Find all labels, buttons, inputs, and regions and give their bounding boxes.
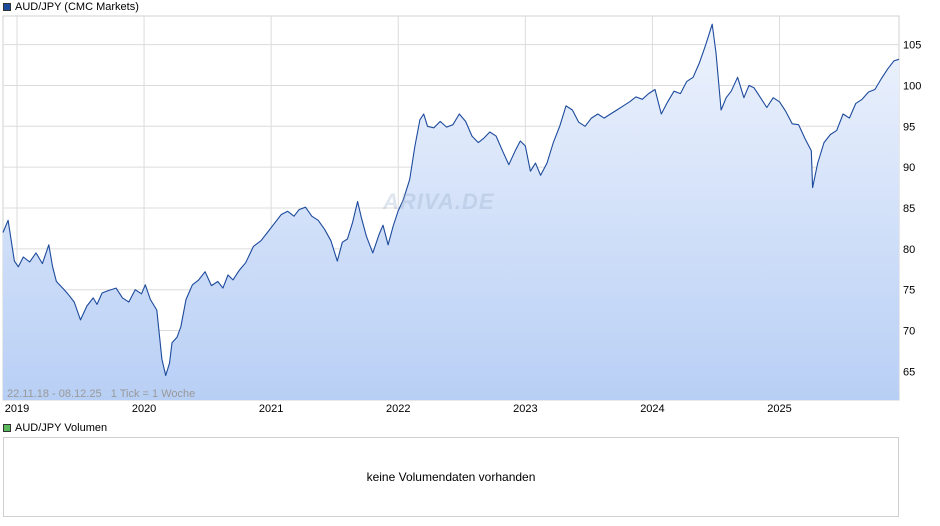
y-tick-label: 70 [903,326,915,338]
y-tick-label: 80 [903,244,915,256]
y-axis-ticks: 65 70 75 80 85 90 95 100 105 [903,40,921,379]
x-tick-label: 2021 [259,403,283,415]
x-tick-label: 2022 [386,403,410,415]
x-axis-ticks: 2019 2020 2021 2022 2023 2024 2025 [5,403,792,415]
x-tick-label: 2024 [640,403,664,415]
volume-panel: keine Volumendaten vorhanden [3,437,899,517]
price-legend-label: AUD/JPY (CMC Markets) [15,1,139,13]
y-tick-label: 85 [903,203,915,215]
volume-legend: AUD/JPY Volumen [3,421,107,435]
y-tick-label: 100 [903,80,921,92]
range-note: 22.11.18 - 08.12.25 1 Tick = 1 Woche [7,388,195,400]
y-tick-label: 105 [903,40,921,52]
watermark-logo: ARIVA.DE [383,189,495,214]
price-chart[interactable]: 65 70 75 80 85 90 95 100 105 2019 2020 2021 2022 202… [0,0,940,420]
price-line[interactable] [2,23,900,377]
y-tick-label: 90 [903,162,915,174]
volume-legend-swatch [3,424,11,432]
y-tick-label: 75 [903,285,915,297]
y-tick-label: 65 [903,366,915,378]
x-tick-label: 2025 [767,403,791,415]
y-tick-label: 95 [903,121,915,133]
volume-legend-label: AUD/JPY Volumen [15,422,108,434]
price-area [3,24,899,400]
price-legend-swatch [3,3,11,11]
x-tick-label: 2023 [513,403,537,415]
x-tick-label: 2020 [132,403,156,415]
volume-empty-message: keine Volumendaten vorhanden [366,470,536,484]
x-tick-label: 2019 [5,403,29,415]
price-legend: AUD/JPY (CMC Markets) [3,0,139,14]
